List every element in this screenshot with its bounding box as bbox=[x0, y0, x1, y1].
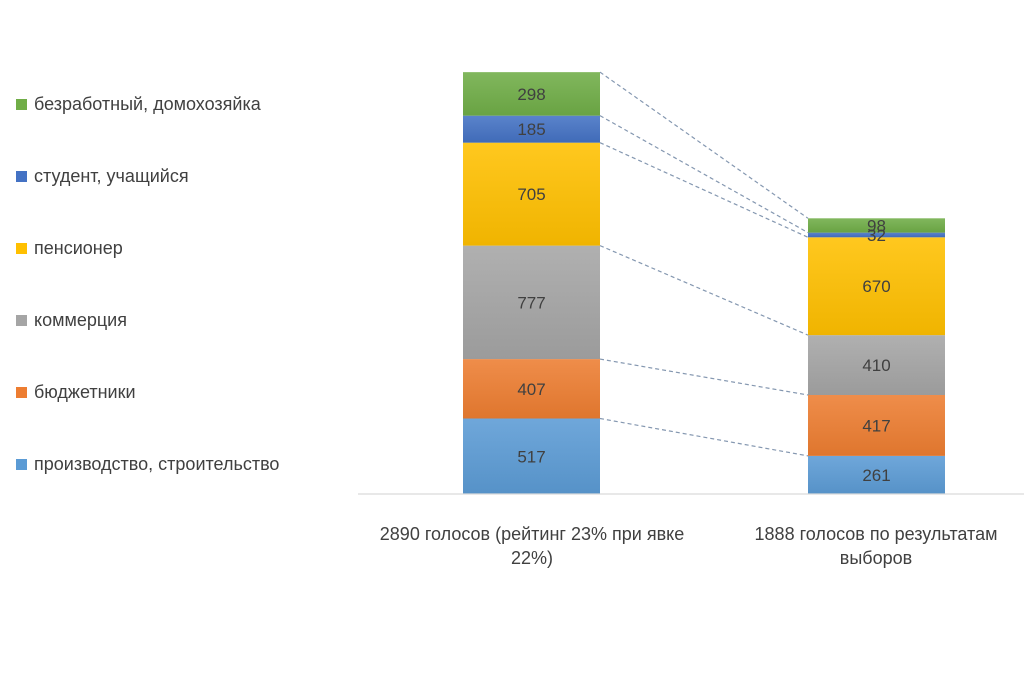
series-line-6 bbox=[599, 71, 809, 219]
series-line-3 bbox=[599, 245, 809, 336]
legend-item: коммерция bbox=[16, 310, 127, 331]
legend-item: бюджетники bbox=[16, 382, 136, 403]
bar-segment-2-2 bbox=[808, 394, 945, 456]
legend-swatch bbox=[16, 315, 27, 326]
series-line-4 bbox=[599, 142, 809, 238]
legend-label: коммерция bbox=[34, 310, 127, 330]
data-label-1-6: 298 bbox=[517, 85, 545, 104]
bar-segment-1-2 bbox=[463, 359, 600, 419]
series-line-5 bbox=[599, 115, 809, 234]
bar-segment-1-1 bbox=[463, 418, 600, 494]
bar-segment-2-1 bbox=[808, 455, 945, 494]
legend-item: производство, строительство bbox=[16, 454, 279, 475]
bar-segments bbox=[463, 72, 945, 494]
data-label-1-4: 705 bbox=[517, 185, 545, 204]
data-label-1-1: 517 bbox=[517, 447, 545, 466]
series-line-1 bbox=[599, 417, 809, 457]
bar-segment-2-5 bbox=[808, 232, 945, 238]
legend-swatch bbox=[16, 387, 27, 398]
bar-segment-2-3 bbox=[808, 335, 945, 395]
legend-item: безработный, домохозяйка bbox=[16, 94, 261, 115]
data-label-2-2: 417 bbox=[862, 416, 890, 435]
data-label-2-4: 670 bbox=[862, 277, 890, 296]
data-label-2-5: 32 bbox=[867, 226, 886, 245]
legend-label: производство, строительство bbox=[34, 454, 280, 474]
data-label-2-3: 410 bbox=[862, 356, 890, 375]
bar-segment-1-3 bbox=[463, 245, 600, 360]
category-label-2: 1888 голосов по результатам выборов bbox=[754, 524, 998, 568]
legend-swatch bbox=[16, 459, 27, 470]
bar-segment-1-5 bbox=[463, 115, 600, 143]
bar-segment-2-6 bbox=[808, 218, 945, 233]
series-connector-lines bbox=[599, 71, 809, 457]
series-line-2 bbox=[599, 358, 809, 396]
bar-segment-1-4 bbox=[463, 142, 600, 246]
legend-item: студент, учащийся bbox=[16, 166, 189, 187]
legend-swatch bbox=[16, 171, 27, 182]
legend-item: пенсионер bbox=[16, 238, 123, 259]
data-label-1-3: 777 bbox=[517, 293, 545, 312]
category-label-1: 2890 голосов (рейтинг 23% при явке 22%) bbox=[379, 524, 685, 568]
data-label-2-6: 98 bbox=[867, 216, 886, 235]
legend-label: бюджетники bbox=[34, 382, 136, 402]
legend-label: пенсионер bbox=[34, 238, 123, 258]
data-label-1-5: 185 bbox=[517, 120, 545, 139]
bar-segment-2-4 bbox=[808, 237, 945, 336]
legend-swatch bbox=[16, 243, 27, 254]
legend-label: студент, учащийся bbox=[34, 166, 189, 186]
legend: безработный, домохозяйка студент, учащийс… bbox=[16, 0, 346, 683]
data-label-2-1: 261 bbox=[862, 466, 890, 485]
legend-label: безработный, домохозяйка bbox=[34, 94, 261, 114]
data-label-1-2: 407 bbox=[517, 380, 545, 399]
bar-segment-1-6 bbox=[463, 72, 600, 116]
legend-swatch bbox=[16, 99, 27, 110]
